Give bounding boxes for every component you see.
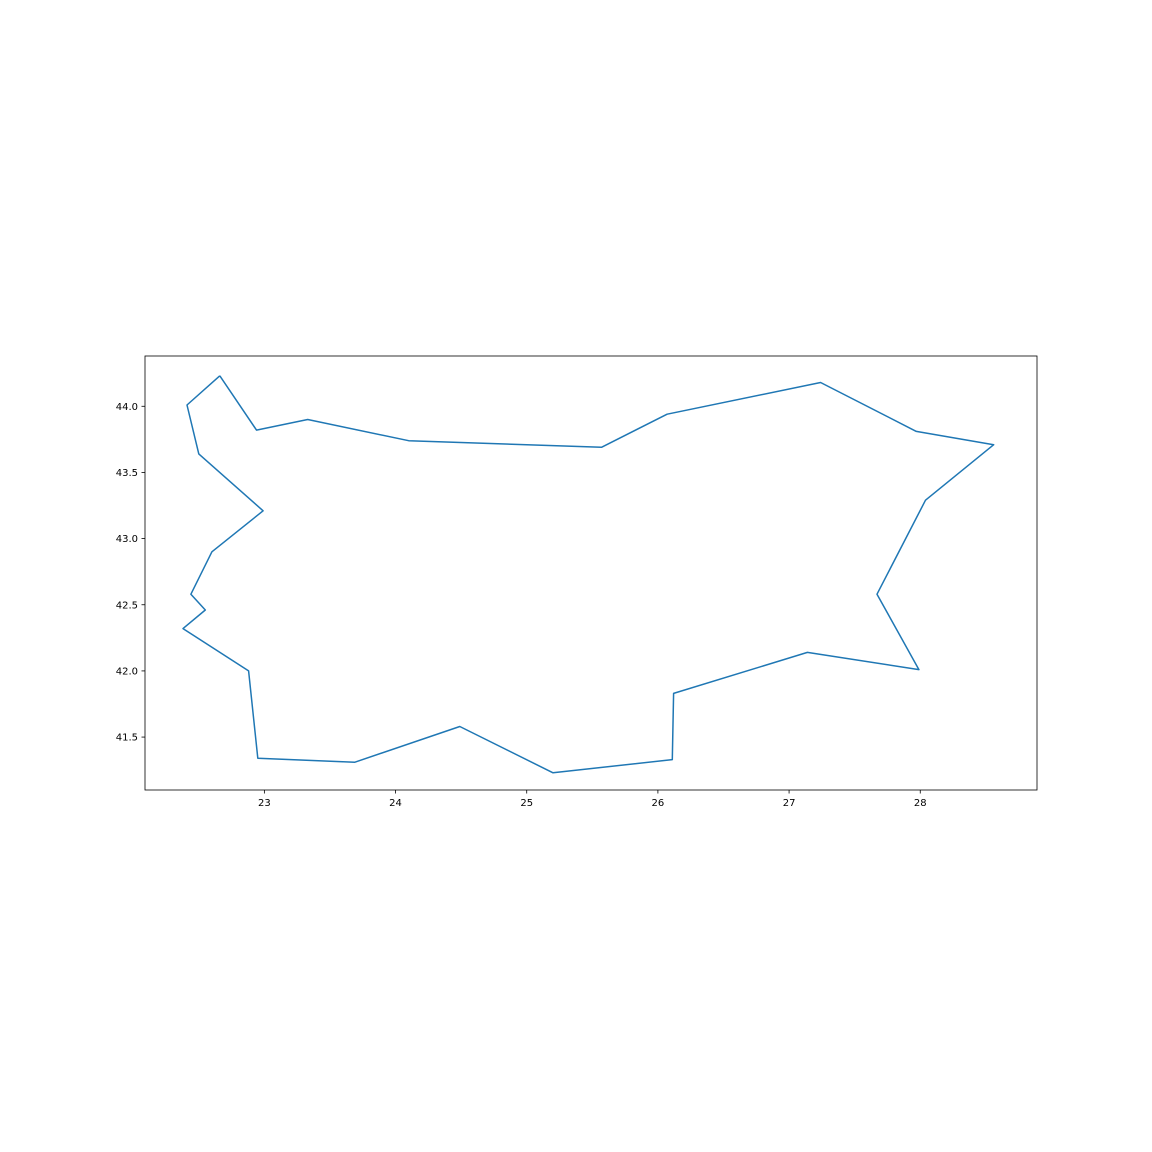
- x-tick-label: 26: [652, 798, 665, 809]
- y-tick-label: 41.5: [116, 733, 138, 744]
- y-tick-label: 42.0: [116, 666, 138, 677]
- axes-frame: [144, 355, 1038, 791]
- x-tick-label: 24: [389, 798, 402, 809]
- axis-ticks: 23 24 25 26 27 28 41.5 42.0 42.5 43.0 43.5 44.0: [116, 402, 927, 809]
- x-tick-label: 23: [258, 798, 271, 809]
- series-line-0: [182, 375, 995, 774]
- x-tick-label: 25: [520, 798, 533, 809]
- y-tick-label: 43.5: [116, 468, 138, 479]
- x-tick-label: 27: [783, 798, 796, 809]
- plot-area: [182, 375, 995, 774]
- y-tick-label: 43.0: [116, 534, 138, 545]
- y-tick-label: 42.5: [116, 600, 138, 611]
- y-tick-label: 44.0: [116, 402, 138, 413]
- x-tick-label: 28: [914, 798, 927, 809]
